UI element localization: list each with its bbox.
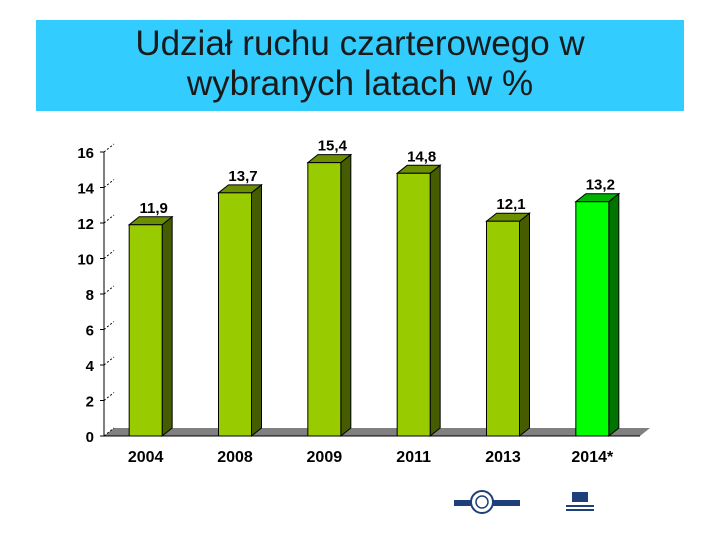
y-tick-label: 2 bbox=[86, 394, 94, 411]
x-tick-label: 2013 bbox=[485, 449, 521, 466]
bar-side-2014* bbox=[608, 192, 620, 438]
data-label-2014*: 13,2 bbox=[586, 177, 615, 194]
chart-title-line-1: Udział ruchu czarterowego w bbox=[135, 24, 585, 63]
x-tick-label: 2011 bbox=[396, 449, 431, 466]
bar-side-2011 bbox=[429, 164, 441, 438]
y-tick-label: 4 bbox=[86, 358, 95, 375]
bar-2014* bbox=[575, 201, 610, 437]
y-tick-label: 6 bbox=[86, 323, 94, 340]
data-label-2008: 13,7 bbox=[228, 168, 257, 185]
y-tick-guide bbox=[103, 392, 115, 401]
x-tick-label: 2014* bbox=[571, 449, 614, 466]
y-tick-guide bbox=[103, 321, 115, 330]
bar-side-2008 bbox=[251, 183, 262, 438]
chart-title-line-2: wybranych latach w % bbox=[186, 64, 534, 103]
chart-title: Udział ruchu czarterowego w wybranych la… bbox=[36, 20, 684, 111]
y-tick-label: 16 bbox=[77, 145, 94, 162]
bar-2011 bbox=[396, 172, 431, 437]
y-tick-guide bbox=[103, 250, 115, 259]
y-tick-guide bbox=[103, 214, 115, 224]
y-tick-guide bbox=[103, 143, 115, 153]
data-label-2004: 11,9 bbox=[139, 200, 167, 217]
university-logo bbox=[454, 490, 520, 514]
data-label-2013: 12,1 bbox=[496, 196, 525, 213]
y-tick-label: 14 bbox=[77, 181, 94, 198]
x-tick-label: 2008 bbox=[217, 449, 253, 466]
bar-2013 bbox=[486, 220, 520, 437]
y-tick-guide bbox=[103, 285, 115, 295]
y-tick-label: 10 bbox=[77, 252, 94, 269]
y-tick-label: 8 bbox=[86, 287, 94, 304]
chart-floor bbox=[104, 428, 650, 436]
x-tick-label: 2009 bbox=[307, 449, 343, 466]
y-tick-guide bbox=[103, 179, 115, 188]
data-label-2011: 14,8 bbox=[407, 148, 436, 165]
bar-2008 bbox=[218, 192, 252, 437]
y-tick-guide bbox=[103, 356, 115, 366]
data-label-2009: 15,4 bbox=[318, 138, 348, 155]
bar-side-2013 bbox=[519, 212, 530, 438]
bar-side-2009 bbox=[340, 153, 352, 438]
bar-2009 bbox=[307, 162, 342, 437]
y-tick-label: 0 bbox=[86, 429, 94, 446]
x-tick-label: 2004 bbox=[128, 449, 164, 466]
bar-2004 bbox=[128, 224, 163, 437]
y-tick-label: 12 bbox=[77, 216, 94, 233]
faculty-logo bbox=[564, 490, 596, 514]
bar-side-2004 bbox=[161, 215, 173, 438]
